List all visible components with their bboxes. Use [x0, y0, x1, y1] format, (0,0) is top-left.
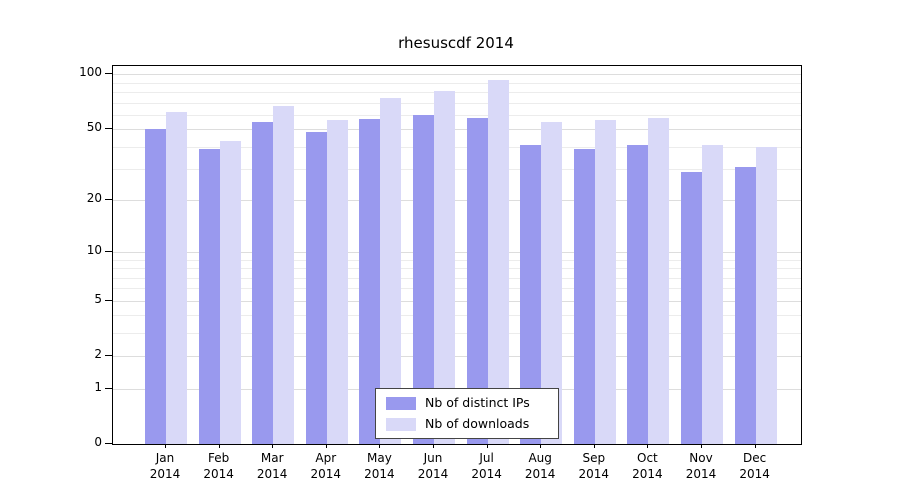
- gridline: [113, 315, 801, 317]
- gridline: [113, 200, 801, 202]
- bar-distinct-ips-jun: [413, 114, 434, 444]
- gridline: [113, 114, 801, 116]
- gridline: [113, 259, 801, 261]
- legend-item-downloads: Nb of downloads: [386, 417, 548, 431]
- legend-swatch-downloads: [386, 417, 416, 431]
- x-tick-label: Jan 2014: [149, 451, 181, 481]
- y-tick-mark: [105, 73, 112, 75]
- gridline: [113, 82, 801, 84]
- x-tick-label: Oct 2014: [632, 451, 663, 481]
- gridline: [113, 288, 801, 290]
- bar-downloads-nov: [702, 144, 723, 444]
- bar-downloads-jan: [166, 112, 187, 444]
- bar-downloads-dec: [755, 146, 777, 444]
- bar-downloads-oct: [648, 117, 670, 444]
- y-tick-mark: [105, 443, 112, 444]
- legend-item-distinct-ips: Nb of distinct IPs: [386, 396, 548, 410]
- y-tick-label: 100: [79, 65, 102, 80]
- bar-downloads-apr: [326, 120, 348, 444]
- plot-area: Nb of distinct IPs Nb of downloads: [112, 65, 802, 445]
- gridline: [113, 252, 801, 253]
- gridline: [113, 74, 801, 76]
- x-tick-label: Jul 2014: [471, 451, 502, 481]
- bar-distinct-ips-aug: [520, 144, 542, 444]
- y-tick-label: 5: [94, 291, 102, 306]
- x-tick-label: Aug 2014: [524, 451, 556, 481]
- chart-title: rhesuscdf 2014: [398, 34, 514, 52]
- legend: Nb of distinct IPs Nb of downloads: [375, 388, 559, 439]
- y-tick-mark: [105, 299, 112, 301]
- bar-downloads-sep: [594, 120, 616, 444]
- bar-distinct-ips-apr: [305, 132, 327, 444]
- gridline: [113, 169, 801, 170]
- x-tick-label: Jun 2014: [417, 451, 449, 481]
- bar-distinct-ips-oct: [627, 144, 649, 444]
- gridline: [113, 356, 801, 357]
- y-tick-mark: [105, 199, 112, 201]
- x-tick-label: Feb 2014: [203, 451, 234, 481]
- bar-downloads-feb: [219, 141, 241, 444]
- bar-distinct-ips-sep: [573, 148, 595, 444]
- gridline: [113, 300, 801, 302]
- bar-downloads-aug: [541, 121, 563, 444]
- bar-downloads-jul: [487, 80, 509, 444]
- y-tick-mark: [105, 128, 112, 130]
- gridline: [113, 146, 801, 148]
- bar-downloads-mar: [273, 106, 295, 444]
- y-tick-label: 0: [94, 435, 102, 449]
- gridline: [113, 92, 801, 94]
- bar-distinct-ips-may: [359, 118, 381, 444]
- y-tick-label: 1: [94, 379, 102, 394]
- bar-distinct-ips-jul: [466, 117, 488, 444]
- y-tick-label: 2: [94, 347, 102, 361]
- x-tick-label: Nov 2014: [685, 451, 717, 481]
- y-tick-label: 50: [86, 120, 102, 135]
- x-tick-label: May 2014: [364, 451, 395, 481]
- bar-distinct-ips-dec: [734, 166, 756, 444]
- y-tick-mark: [105, 251, 112, 252]
- y-tick-label: 10: [86, 243, 102, 257]
- gridline: [113, 268, 801, 269]
- legend-label-downloads: Nb of downloads: [425, 416, 530, 431]
- x-tick-label: Apr 2014: [310, 451, 342, 481]
- x-tick-label: Dec 2014: [739, 451, 770, 481]
- legend-label-distinct-ips: Nb of distinct IPs: [425, 395, 530, 410]
- gridline: [113, 333, 801, 334]
- bar-downloads-jun: [434, 91, 455, 444]
- bar-distinct-ips-mar: [252, 121, 274, 444]
- y-tick-mark: [105, 387, 112, 389]
- bar-downloads-may: [380, 98, 402, 444]
- gridline: [113, 277, 801, 279]
- bar-distinct-ips-nov: [681, 171, 702, 444]
- y-tick-label: 20: [86, 191, 102, 206]
- bar-distinct-ips-feb: [198, 148, 220, 444]
- x-tick-label: Mar 2014: [256, 451, 288, 481]
- gridline: [113, 102, 801, 104]
- bar-distinct-ips-jan: [145, 129, 166, 444]
- x-tick-label: Sep 2014: [578, 451, 610, 481]
- gridline: [113, 129, 801, 131]
- legend-swatch-distinct-ips: [386, 396, 416, 410]
- y-tick-mark: [105, 355, 112, 356]
